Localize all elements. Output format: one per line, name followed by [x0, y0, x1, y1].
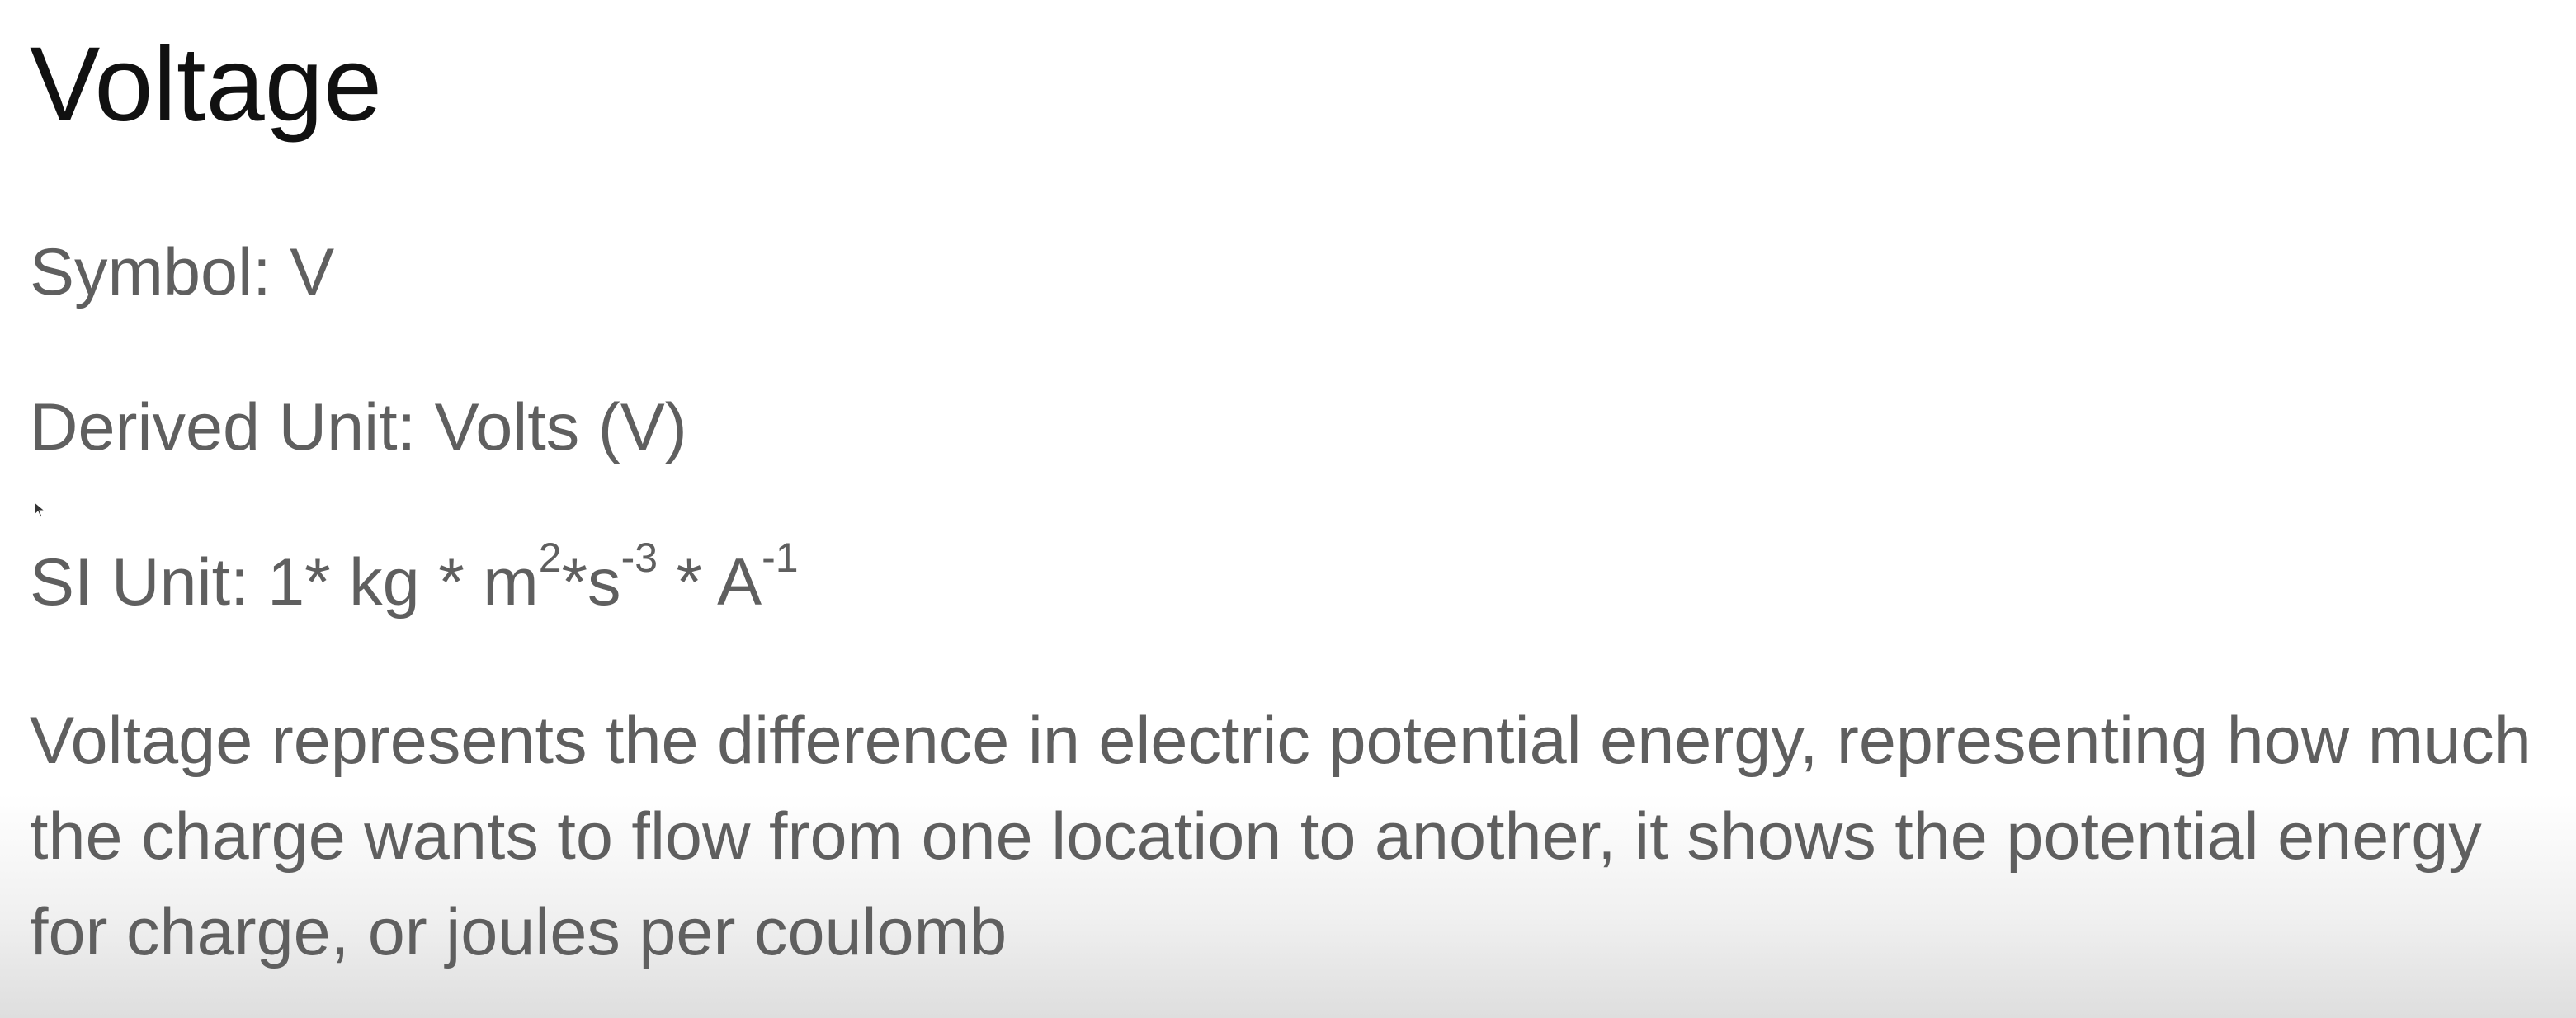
si-unit-prefix: SI Unit: 1* kg * m — [30, 545, 539, 620]
slide-title: Voltage — [30, 26, 383, 144]
derived-unit-line: Derived Unit: Volts (V) — [30, 390, 687, 464]
si-unit-line: SI Unit: 1* kg * m2*s-3 * A-1 — [30, 537, 799, 623]
a-exponent: -1 — [762, 535, 799, 581]
symbol-line: Symbol: V — [30, 235, 335, 309]
si-unit-separator-a: * A — [658, 545, 762, 620]
mouse-pointer-icon — [34, 502, 45, 518]
si-unit-separator-s: *s — [561, 545, 621, 620]
s-exponent: -3 — [620, 535, 658, 581]
m-exponent: 2 — [538, 535, 562, 581]
voltage-description: Voltage represents the difference in ele… — [30, 704, 2531, 969]
